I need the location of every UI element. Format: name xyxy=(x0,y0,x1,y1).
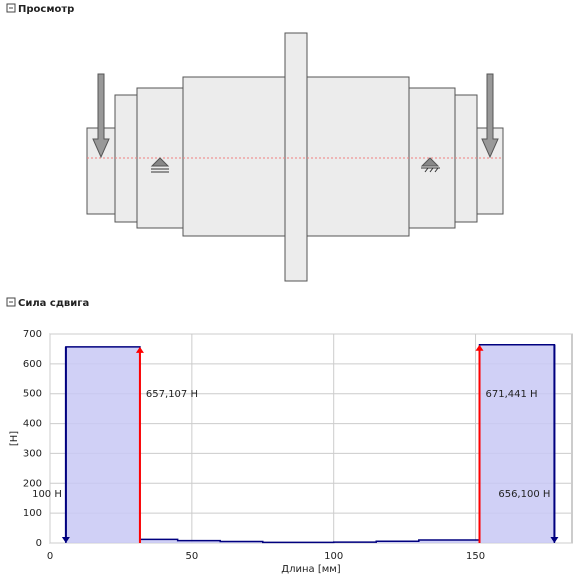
arrow-head xyxy=(475,344,484,351)
line xyxy=(65,343,556,544)
y-tick-label: 300 xyxy=(23,448,42,459)
y-axis-title: [Н] xyxy=(9,431,20,446)
y-tick-label: 700 xyxy=(23,329,42,340)
area xyxy=(65,344,555,543)
x-tick-label: 50 xyxy=(185,551,198,562)
x-axis-title: Длина [мм] xyxy=(281,564,341,575)
section-title: Просмотр xyxy=(18,4,74,15)
annotation: 656,100 Н xyxy=(498,489,550,500)
arrow-head xyxy=(61,537,70,543)
y-tick-label: 0 xyxy=(36,538,42,549)
annotation: 100 Н xyxy=(32,489,62,500)
chart: 0 100 200 300 400 500 600 700 0 50 100 150 Длина [мм… xyxy=(9,329,573,575)
x-tick-label: 0 xyxy=(47,551,53,562)
shaft-view xyxy=(86,32,504,282)
x-tick-label: 150 xyxy=(466,551,485,562)
annotation: 657,107 Н xyxy=(146,389,198,400)
y-tick-label: 200 xyxy=(23,478,42,489)
section-header[interactable]: Сила сдвига xyxy=(6,297,89,309)
y-tick-label: 400 xyxy=(23,419,42,430)
arrow-head xyxy=(135,346,144,353)
section-title: Сила сдвига xyxy=(18,298,89,309)
y-tick-label: 600 xyxy=(23,359,42,370)
section-header[interactable]: Просмотр xyxy=(6,3,74,15)
y-tick-label: 500 xyxy=(23,389,42,400)
x-tick-label: 100 xyxy=(324,551,343,562)
annotation: 671,441 Н xyxy=(486,389,538,400)
y-tick-label: 100 xyxy=(23,508,42,519)
arrow-head xyxy=(550,537,559,543)
